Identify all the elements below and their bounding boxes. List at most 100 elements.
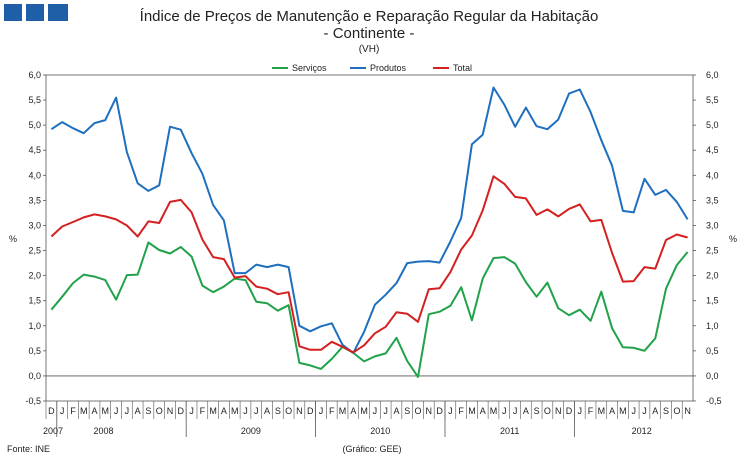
- y-tick-label-right: 5,0: [706, 120, 719, 130]
- x-month-label: F: [588, 406, 594, 416]
- x-year-label: 2012: [632, 426, 652, 436]
- x-year-label: 2007: [43, 426, 63, 436]
- y-tick-label-left: 4,5: [28, 145, 41, 155]
- y-tick-label-left: 1,0: [28, 321, 41, 331]
- y-tick-label-right: 3,0: [706, 220, 719, 230]
- y-tick-label-right: 4,0: [706, 170, 719, 180]
- y-tick-label-left: 2,0: [28, 271, 41, 281]
- x-month-label: S: [145, 406, 151, 416]
- x-month-label: N: [167, 406, 174, 416]
- unit-note: (VH): [359, 44, 380, 55]
- x-month-label: A: [480, 406, 486, 416]
- legend-label: Total: [453, 63, 472, 73]
- x-month-label: O: [285, 406, 292, 416]
- x-month-label: M: [598, 406, 606, 416]
- y-tick-label-right: 4,5: [706, 145, 719, 155]
- x-month-label: D: [307, 406, 314, 416]
- y-tick-label-left: 3,0: [28, 220, 41, 230]
- y-tick-label-left: 5,0: [28, 120, 41, 130]
- x-month-label: J: [578, 406, 583, 416]
- y-tick-label-left: 0,0: [28, 371, 41, 381]
- x-month-label: J: [383, 406, 388, 416]
- x-month-label: M: [231, 406, 239, 416]
- y-tick-label-right: 3,5: [706, 195, 719, 205]
- x-month-label: J: [502, 406, 507, 416]
- y-tick-label-left: 4,0: [28, 170, 41, 180]
- series-line-total: [50, 175, 688, 354]
- header-logo-blocks: [4, 4, 68, 21]
- x-month-label: J: [114, 406, 119, 416]
- y-axis-label-right: %: [729, 234, 737, 244]
- y-tick-label-right: 1,5: [706, 296, 719, 306]
- y-tick-label-left: 2,5: [28, 246, 41, 256]
- x-month-label: O: [415, 406, 422, 416]
- x-month-label: J: [642, 406, 647, 416]
- x-month-label: M: [102, 406, 110, 416]
- x-month-label: J: [631, 406, 636, 416]
- x-month-label: M: [339, 406, 347, 416]
- series-lines: [50, 86, 689, 378]
- x-month-label: A: [135, 406, 141, 416]
- y-axis-labels: 6,0 6,0 5,5 5,5 5,0 5,0 4,5 4,5 4,0 4,0 3,5 3,5 3,0 3…: [25, 70, 721, 406]
- x-month-label: J: [243, 406, 248, 416]
- y-tick-label-right: 0,0: [706, 371, 719, 381]
- y-tick-label-right: 5,5: [706, 95, 719, 105]
- legend-label: Serviços: [292, 63, 327, 73]
- y-tick-label-right: 2,5: [706, 246, 719, 256]
- x-month-label: S: [663, 406, 669, 416]
- x-month-label: S: [275, 406, 281, 416]
- x-month-label: A: [652, 406, 658, 416]
- y-tick-label-left: -0,5: [25, 396, 41, 406]
- chart-subtitle: - Continente -: [324, 25, 415, 42]
- y-tick-label-left: 5,5: [28, 95, 41, 105]
- x-year-label: 2010: [370, 426, 390, 436]
- x-month-label: O: [673, 406, 680, 416]
- source-note: Fonte: INE: [7, 444, 50, 454]
- x-month-label: N: [555, 406, 562, 416]
- x-month-label: M: [619, 406, 627, 416]
- x-month-label: J: [513, 406, 518, 416]
- x-month-label: O: [544, 406, 551, 416]
- y-tick-label-right: 0,5: [706, 346, 719, 356]
- x-month-label: A: [264, 406, 270, 416]
- x-year-label: 2008: [93, 426, 113, 436]
- x-month-label: F: [458, 406, 464, 416]
- x-month-label: M: [209, 406, 217, 416]
- x-month-label: N: [296, 406, 303, 416]
- y-tick-label-right: -0,5: [706, 396, 722, 406]
- x-month-label: A: [350, 406, 356, 416]
- chart-title: Índice de Preços de Manutenção e Reparaç…: [140, 8, 599, 25]
- x-month-label: M: [468, 406, 476, 416]
- x-month-label: S: [404, 406, 410, 416]
- x-month-label: O: [156, 406, 163, 416]
- legend-label: Produtos: [370, 63, 407, 73]
- x-month-label: F: [200, 406, 206, 416]
- x-month-label: A: [523, 406, 529, 416]
- x-month-label: J: [125, 406, 130, 416]
- x-month-label: D: [436, 406, 443, 416]
- x-month-label: F: [329, 406, 335, 416]
- x-month-label: N: [426, 406, 433, 416]
- y-tick-label-left: 0,5: [28, 346, 41, 356]
- legend: Serviços Produtos Total: [272, 63, 472, 73]
- x-month-label: S: [534, 406, 540, 416]
- x-month-label: D: [48, 406, 55, 416]
- x-month-label: J: [319, 406, 324, 416]
- x-month-label: D: [178, 406, 185, 416]
- y-tick-label-right: 6,0: [706, 70, 719, 80]
- x-month-label: J: [373, 406, 378, 416]
- x-month-label: J: [254, 406, 259, 416]
- x-month-label: A: [393, 406, 399, 416]
- x-month-label: M: [360, 406, 368, 416]
- x-month-label: A: [609, 406, 615, 416]
- y-tick-label-left: 3,5: [28, 195, 41, 205]
- y-axis-label-left: %: [9, 234, 17, 244]
- series-line-servios: [50, 241, 689, 378]
- y-tick-label-left: 1,5: [28, 296, 41, 306]
- series-line-produtos: [50, 86, 689, 354]
- x-month-label: F: [70, 406, 76, 416]
- x-month-label: J: [189, 406, 194, 416]
- y-tick-label-left: 6,0: [28, 70, 41, 80]
